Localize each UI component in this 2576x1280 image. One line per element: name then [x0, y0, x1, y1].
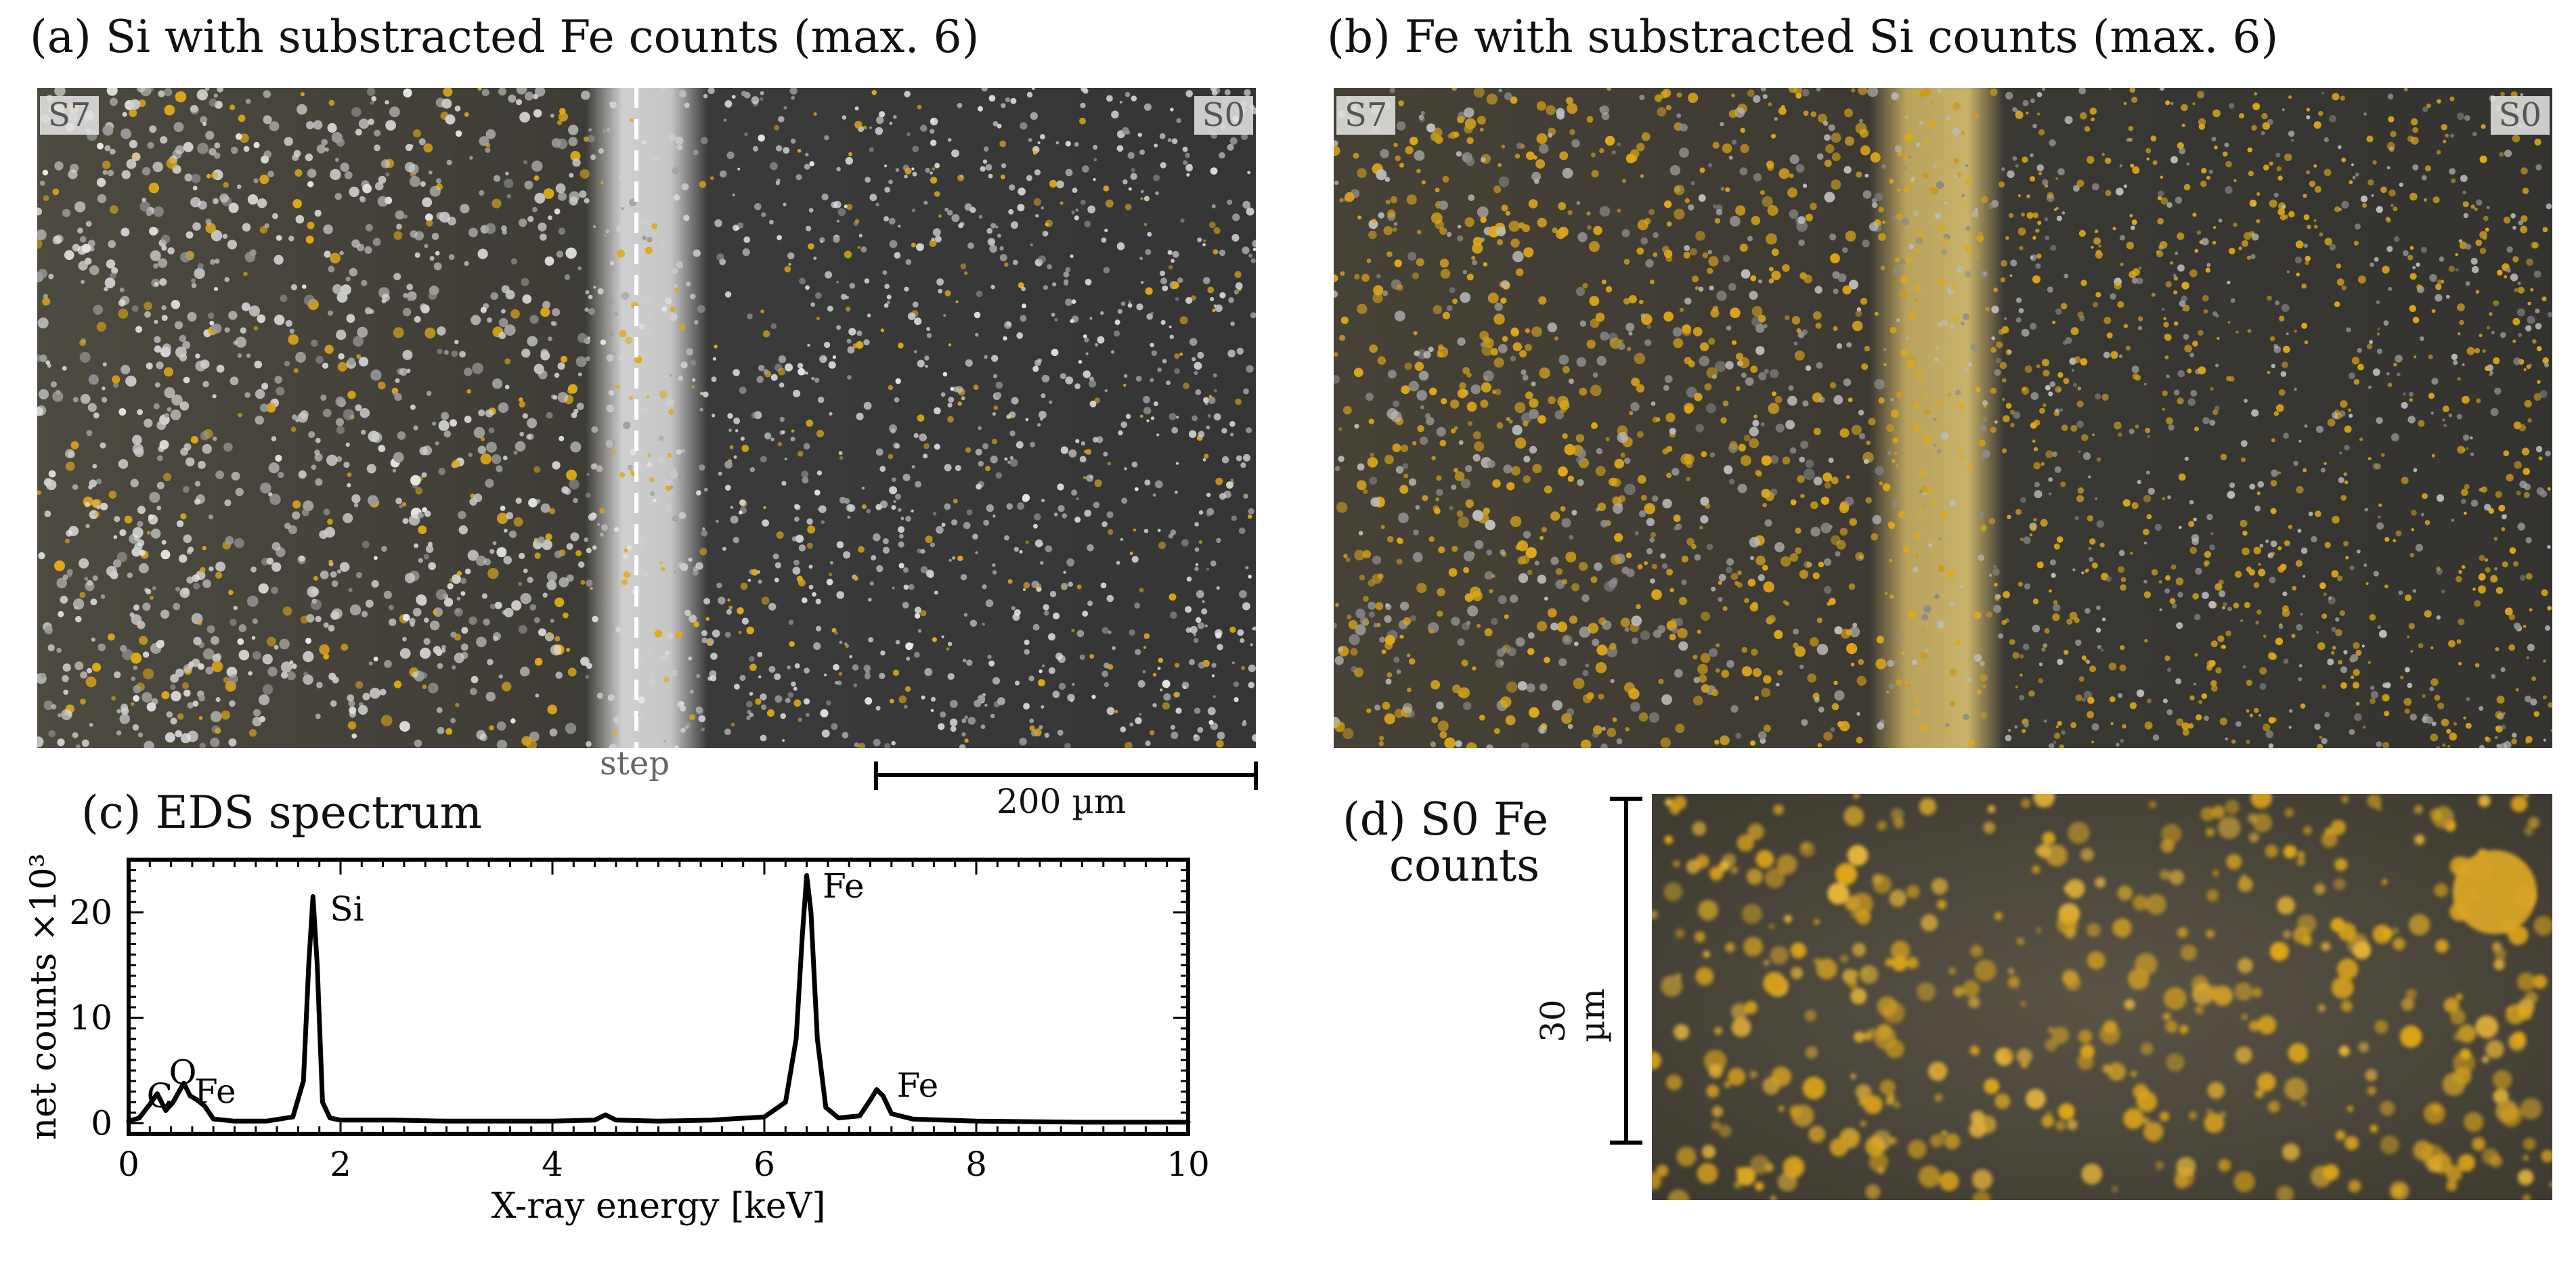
panel-d-micrograph-image: [1652, 794, 2552, 1200]
y-tick-label: 20: [69, 893, 112, 932]
panel-a-title: (a) Si with substracted Fe counts (max. …: [30, 11, 980, 63]
x-tick-label: 0: [118, 1145, 139, 1184]
chart-frame: [127, 858, 1190, 1136]
peak-label: Si: [330, 889, 364, 929]
x-tick-label: 8: [965, 1145, 987, 1184]
panel-a-micrograph-image: [37, 88, 1256, 748]
panel-a-scale-label: 200 µm: [997, 782, 1127, 821]
panel-d-micrograph: [1652, 794, 2552, 1200]
panel-c-title: (c) EDS spectrum: [81, 787, 483, 839]
panel-a-tag-left: S7: [40, 96, 100, 135]
panel-d-scale-label-text: 30 µm: [1533, 988, 1612, 1042]
panel-d-scale-bar: [1610, 797, 1642, 1145]
panel-b-tag-right: S0: [2490, 96, 2550, 135]
panel-b-title: (b) Fe with substracted Si counts (max. …: [1327, 11, 2279, 63]
panel-b-micrograph-image: [1334, 88, 2552, 748]
panel-a-micrograph: S7 S0: [37, 88, 1256, 748]
x-tick-label: 6: [754, 1145, 775, 1184]
peak-label: Fe: [194, 1072, 236, 1111]
y-tick-label: 10: [69, 998, 112, 1038]
x-axis-label: X-ray energy [keV]: [492, 1186, 826, 1227]
x-tick-label: 10: [1166, 1145, 1210, 1184]
panel-a-tag-right: S0: [1194, 96, 1253, 135]
step-label: step: [600, 745, 670, 782]
peak-label: Fe: [823, 866, 865, 906]
panel-b-tag-left: S7: [1336, 96, 1396, 135]
eds-spectrum-chart: 0 2 4 6 8 10 0 10 20 X-ray energy [keV] net counts…: [24, 854, 1210, 1227]
panel-d-title-line2: counts: [1389, 839, 1540, 891]
panel-d-title-line1: (d) S0 Fe: [1342, 793, 1549, 845]
y-tick-label: 0: [91, 1103, 112, 1143]
peak-label: O: [169, 1053, 196, 1093]
peak-label: Fe: [897, 1065, 939, 1105]
peak-label: C: [147, 1076, 173, 1116]
spectrum-line: [126, 873, 1191, 1125]
panel-b-micrograph: S7 S0: [1334, 88, 2552, 748]
y-axis-label: net counts ×10³: [24, 854, 64, 1141]
panel-a-scale-bar: [874, 762, 1258, 790]
x-tick-label: 2: [330, 1145, 351, 1184]
x-tick-label: 4: [542, 1145, 563, 1184]
